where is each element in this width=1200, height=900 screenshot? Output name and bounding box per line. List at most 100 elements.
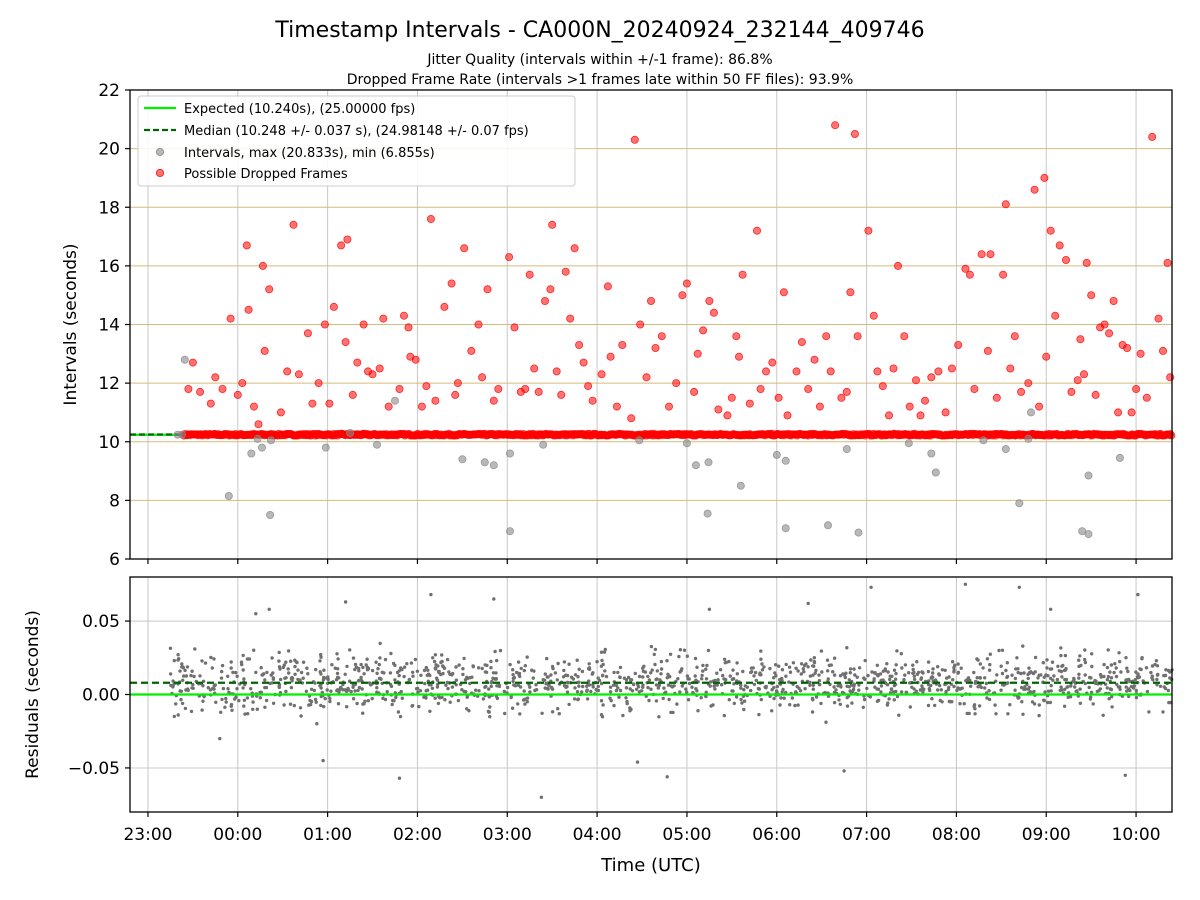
residual-point bbox=[370, 696, 374, 701]
dropped-frame-point bbox=[603, 282, 612, 291]
residual-point bbox=[715, 683, 719, 687]
dropped-frame-point bbox=[375, 364, 384, 373]
residual-point bbox=[668, 652, 673, 656]
dropped-frame-point bbox=[878, 382, 887, 391]
residual-point bbox=[461, 667, 465, 671]
residual-point bbox=[1022, 671, 1026, 675]
residual-point bbox=[718, 668, 723, 672]
intervals-y-tick-label: 22 bbox=[98, 81, 120, 101]
residual-point bbox=[866, 673, 870, 678]
residual-point bbox=[189, 673, 193, 678]
residual-point bbox=[487, 687, 491, 691]
residual-point bbox=[284, 660, 288, 664]
residual-point bbox=[587, 662, 591, 666]
residual-point bbox=[365, 657, 369, 661]
residual-point bbox=[732, 701, 736, 706]
residual-point bbox=[959, 666, 963, 670]
residual-point bbox=[509, 695, 513, 700]
residual-point bbox=[984, 681, 989, 686]
residual-point bbox=[945, 676, 949, 680]
residual-point bbox=[1049, 689, 1053, 693]
dropped-frame-point bbox=[1154, 314, 1163, 323]
residual-point bbox=[658, 678, 662, 682]
residual-point bbox=[439, 660, 443, 665]
residual-point bbox=[319, 694, 323, 699]
residual-point bbox=[772, 696, 776, 701]
residual-point bbox=[180, 665, 184, 669]
residual-point bbox=[176, 713, 180, 717]
residual-point bbox=[1000, 648, 1005, 652]
residual-point bbox=[511, 673, 515, 677]
residual-point bbox=[1140, 657, 1144, 661]
residual-point bbox=[494, 677, 498, 681]
residual-point bbox=[314, 667, 318, 672]
residual-point bbox=[480, 666, 484, 671]
residuals-y-tick-label: −0.05 bbox=[68, 759, 120, 779]
residual-point bbox=[249, 687, 253, 691]
residual-point bbox=[701, 669, 705, 673]
residual-point bbox=[804, 662, 808, 666]
residual-point bbox=[687, 681, 692, 686]
residual-point bbox=[870, 670, 874, 674]
residual-point bbox=[270, 656, 274, 660]
residual-point bbox=[1030, 700, 1035, 704]
residual-point bbox=[1099, 675, 1104, 679]
residual-point bbox=[912, 674, 916, 678]
residual-point bbox=[1078, 687, 1082, 691]
residual-point bbox=[434, 676, 439, 680]
residual-point bbox=[277, 665, 282, 669]
intervals-y-tick-label: 20 bbox=[98, 140, 120, 160]
residual-point bbox=[985, 657, 990, 661]
residual-point bbox=[335, 652, 339, 656]
residual-point bbox=[1016, 670, 1020, 675]
residual-point bbox=[235, 674, 239, 678]
residual-point bbox=[353, 662, 358, 667]
residual-point bbox=[665, 659, 669, 663]
residual-point bbox=[936, 688, 940, 692]
residual-point bbox=[1006, 681, 1010, 685]
residual-point bbox=[383, 657, 388, 662]
residual-point bbox=[759, 657, 763, 661]
residual-point bbox=[629, 707, 633, 712]
residual-point bbox=[1059, 646, 1063, 650]
interval-point bbox=[390, 396, 399, 405]
residual-point bbox=[947, 685, 951, 689]
residual-point bbox=[585, 688, 589, 692]
dropped-frame-point bbox=[1035, 402, 1044, 411]
residual-point bbox=[978, 676, 982, 680]
residual-point bbox=[336, 657, 340, 661]
residual-point bbox=[774, 663, 778, 667]
residual-point bbox=[393, 663, 397, 668]
residual-point bbox=[1153, 662, 1157, 667]
residual-point bbox=[512, 676, 517, 680]
residual-point bbox=[965, 711, 969, 716]
residual-point bbox=[484, 670, 489, 674]
residual-point bbox=[214, 700, 218, 704]
interval-point bbox=[854, 528, 863, 537]
residual-point bbox=[1046, 689, 1051, 693]
residual-point bbox=[591, 685, 595, 689]
residual-point bbox=[1083, 660, 1088, 665]
residual-point bbox=[694, 678, 698, 682]
dropped-frame-point bbox=[404, 323, 413, 332]
dropped-frame-point bbox=[308, 399, 317, 408]
intervals-points bbox=[173, 121, 1176, 539]
residual-point bbox=[795, 684, 799, 689]
interval-point bbox=[253, 434, 262, 443]
dropped-frame-point bbox=[905, 402, 914, 411]
dropped-frame-point bbox=[1051, 311, 1060, 320]
residual-point bbox=[894, 663, 898, 667]
residual-point bbox=[1167, 700, 1171, 705]
dropped-frame-point bbox=[411, 355, 420, 364]
residual-point bbox=[617, 695, 621, 699]
residual-point bbox=[241, 653, 245, 658]
residuals-plot-frame bbox=[129, 576, 1173, 813]
dropped-frame-point bbox=[723, 411, 732, 420]
residual-point bbox=[289, 685, 294, 690]
residual-point bbox=[943, 668, 947, 672]
residual-point bbox=[1139, 667, 1143, 672]
residual-point bbox=[824, 720, 828, 724]
residual-point bbox=[806, 665, 810, 669]
residual-point bbox=[811, 698, 815, 702]
residual-point bbox=[912, 687, 916, 691]
